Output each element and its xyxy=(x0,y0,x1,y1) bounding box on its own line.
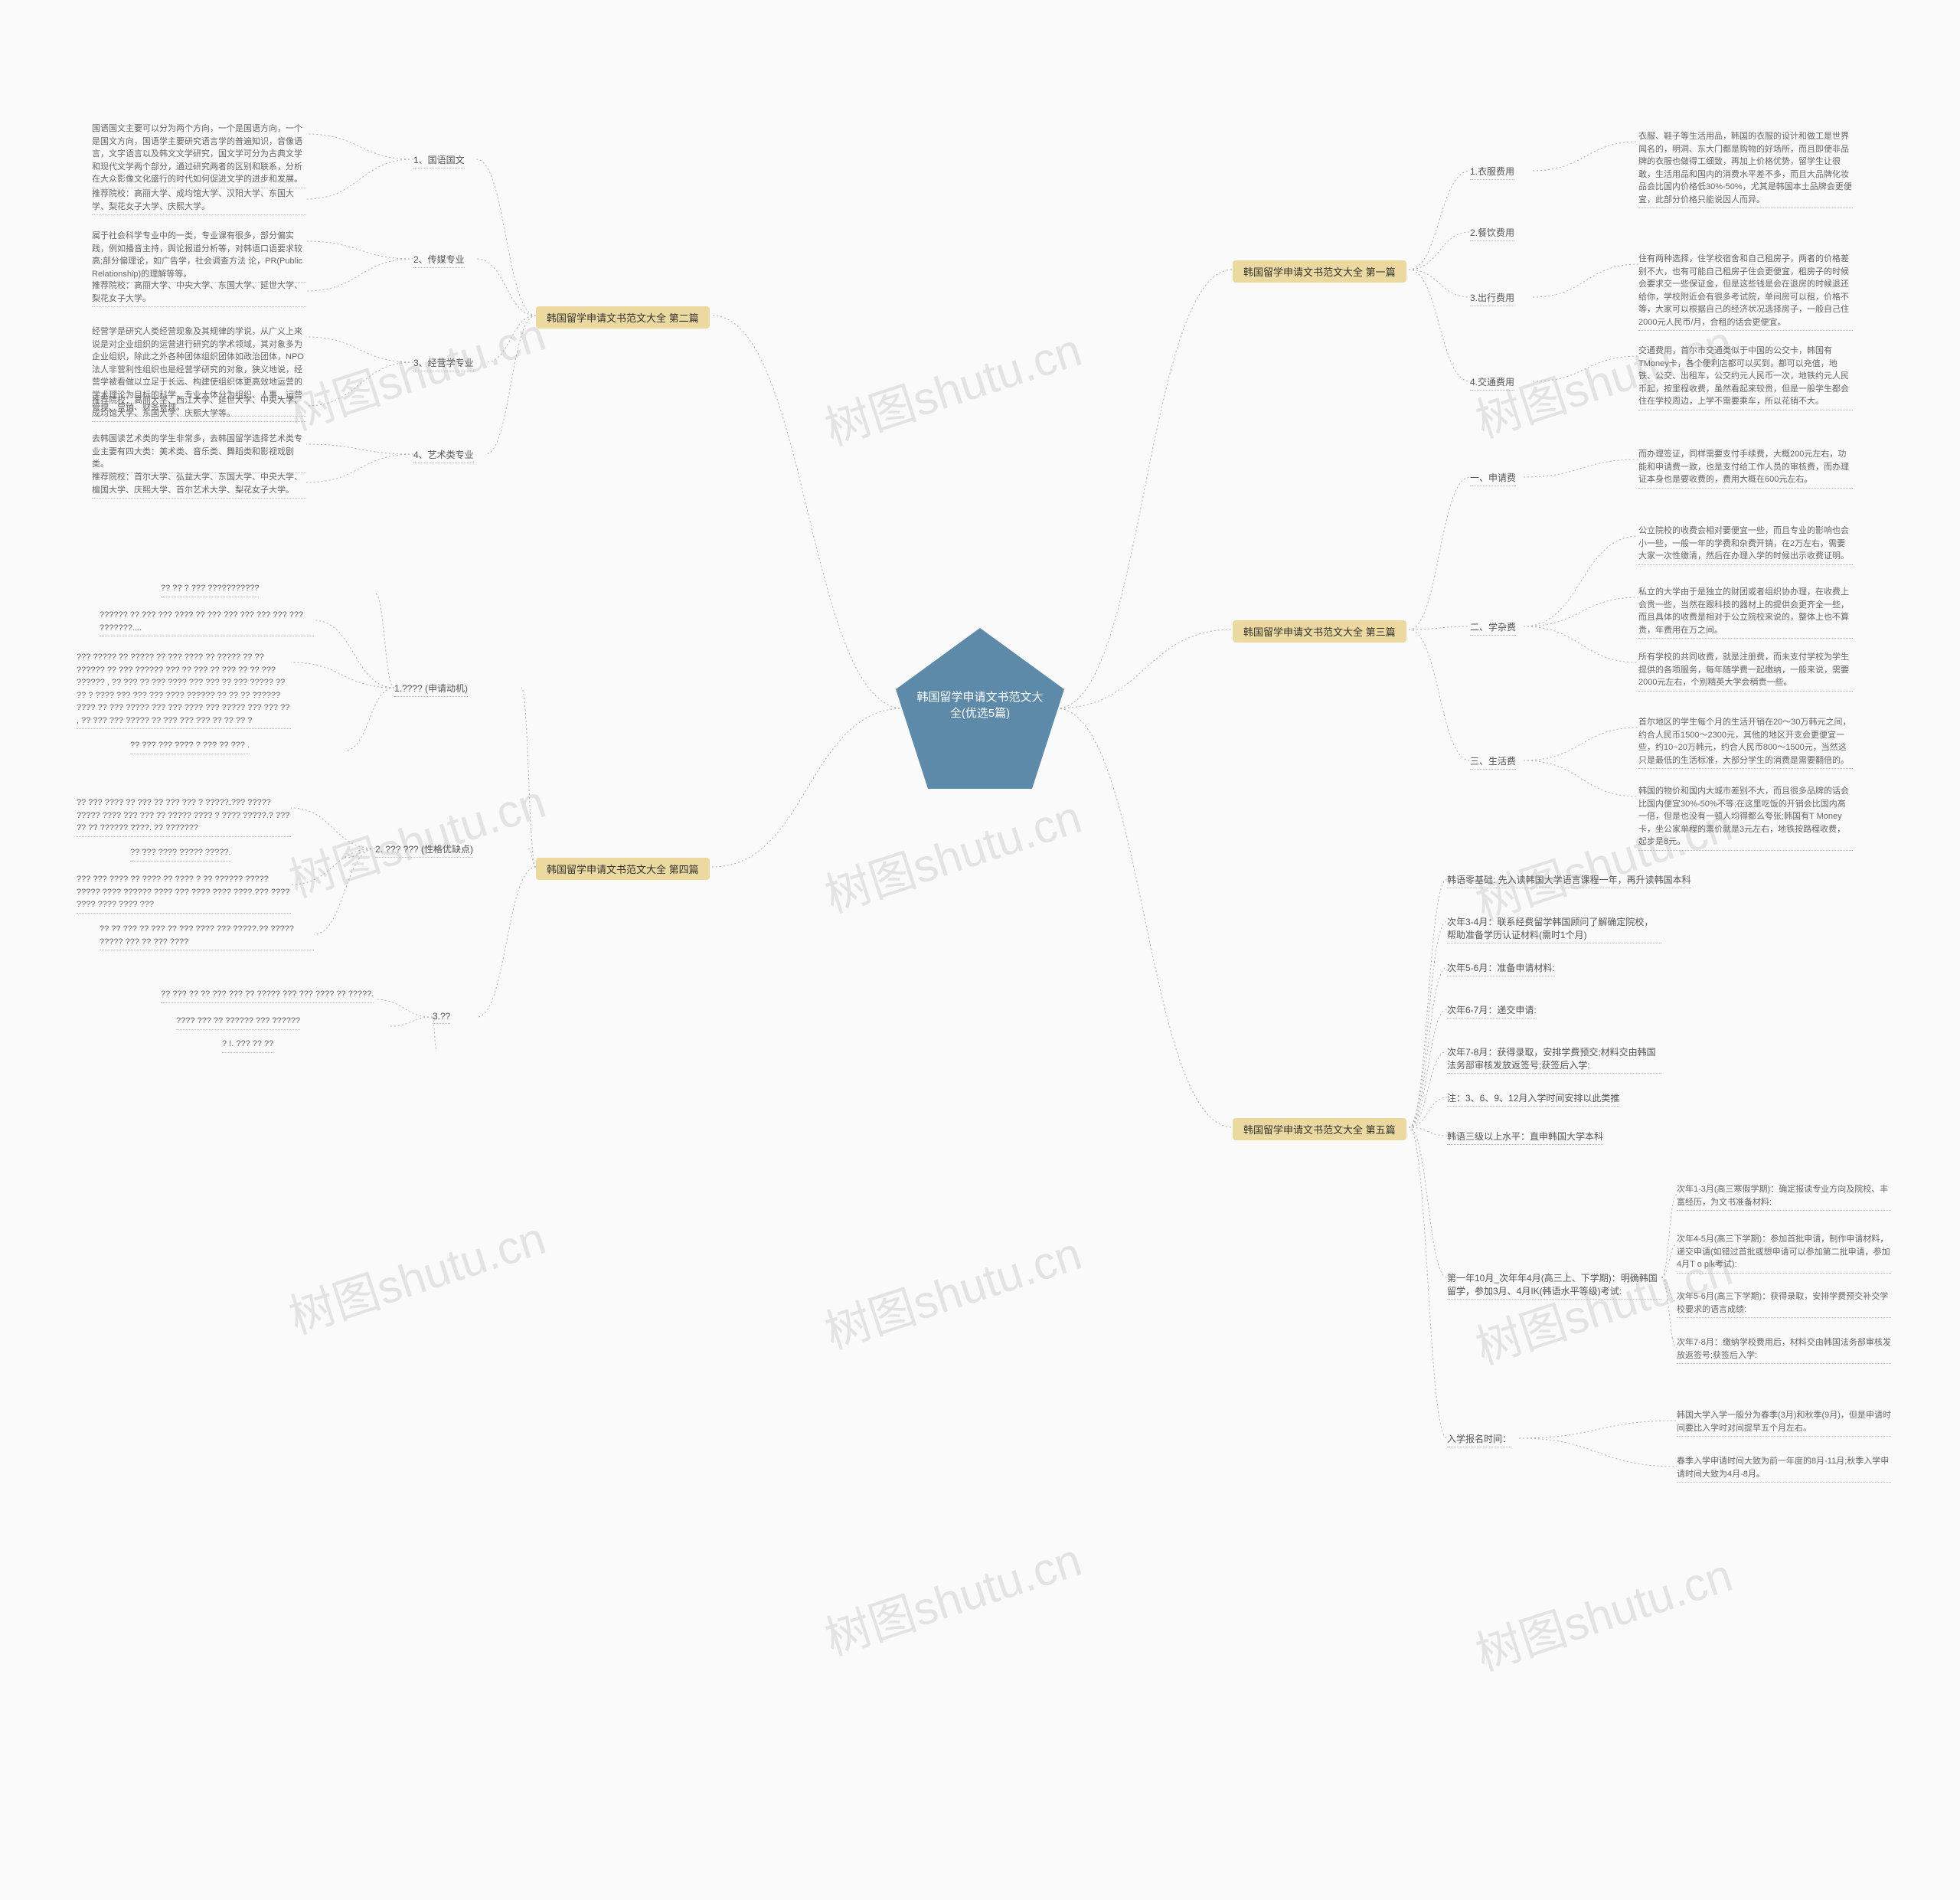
sub-node: 次年3-4月：联系经费留学韩国顾问了解确定院校，帮助准备学历认证材料(需时1个月… xyxy=(1447,915,1661,943)
leaf-node: 次年5-6月(高三下学期)：获得录取，安排学费预交补交学校要求的语言成绩: xyxy=(1677,1290,1891,1318)
leaf-node: ?? ??? ???? ?? ??? ?? ??? ??? ? ?????.??… xyxy=(77,796,291,837)
sub-node: 三、生活费 xyxy=(1470,754,1516,770)
sub-node: 第一年10月_次年年4月(高三上、下学期)：明确韩国留学，参加3月、4月IK(韩… xyxy=(1447,1271,1661,1300)
leaf-node: ? !. ??? ?? ?? xyxy=(222,1038,273,1053)
sub-node: 韩语三级以上水平：直申韩国大学本科 xyxy=(1447,1130,1603,1145)
leaf-node: ???? ??? ?? ?????? ??? ?????? xyxy=(176,1015,300,1030)
leaf-node: ?? ?? ? ??? ??????????? xyxy=(161,582,259,597)
leaf-node: ?? ??? ??? ???? ? ??? ?? ??? . xyxy=(130,739,250,754)
leaf-node: ?? ?? ??? ?? ??? ?? ??? ???? ??? ?????.?… xyxy=(100,923,314,950)
mindmap-canvas: 韩国留学申请文书范文大全(优选5篇) 树图shutu.cn 树图shutu.cn 树图… xyxy=(15,15,1945,1885)
sub-node: 4、艺术类专业 xyxy=(413,448,474,463)
leaf-node: 推荐院校：首尔大学、弘益大学、东国大学、中央大学、檀国大学、庆熙大学、首尔艺术大… xyxy=(92,471,306,499)
leaf-node: 而办理签证，同样需要支付手续费，大概200元左右，功能和申请费一致，也是支付给工… xyxy=(1638,448,1853,489)
leaf-node: 推荐院校：高丽大学、西江大学、延世大学、中央大学、成均馆大学、东国大学、庆熙大学… xyxy=(92,394,306,422)
leaf-node: 去韩国读艺术类的学生非常多，去韩国留学选择艺术类专业主要有四大类：美术类、音乐类… xyxy=(92,433,306,473)
sub-node: 2. ??? ??? (性格优缺点) xyxy=(375,842,473,858)
sub-node: 3.?? xyxy=(433,1011,450,1024)
watermark: 树图shutu.cn xyxy=(279,1202,553,1347)
leaf-node: 住有两种选择，住学校宿舍和自己租房子，两者的价格差别不大，也有可能自己租房子住会… xyxy=(1638,253,1853,331)
leaf-node: 国语国文主要可以分为两个方向，一个是国语方向，一个是国文方向，国语学主要研究语言… xyxy=(92,123,306,188)
center-title: 韩国留学申请文书范文大全(优选5篇) xyxy=(896,689,1064,721)
leaf-node: 推荐院校：高丽大学、中央大学、东国大学、延世大学、梨花女子大学。 xyxy=(92,280,306,307)
sub-node: 次年6-7月：递交申请: xyxy=(1447,1003,1537,1019)
sub-node: 入学报名时间： xyxy=(1447,1432,1511,1447)
branch-node: 韩国留学申请文书范文大全 第二篇 xyxy=(536,306,710,329)
center-node: 韩国留学申请文书范文大全(优选5篇) xyxy=(896,628,1064,789)
sub-node: 3、经营学专业 xyxy=(413,356,474,371)
branch-node: 韩国留学申请文书范文大全 第一篇 xyxy=(1233,260,1406,283)
leaf-node: 首尔地区的学生每个月的生活开销在20～30万韩元之间，约合人民币1500～230… xyxy=(1638,716,1853,769)
sub-node: 二、学杂费 xyxy=(1470,620,1516,636)
leaf-node: ??? ????? ?? ????? ?? ??? ???? ?? ????? … xyxy=(77,651,291,729)
watermark: 树图shutu.cn xyxy=(815,1217,1089,1362)
sub-node: 一、申请费 xyxy=(1470,471,1516,486)
branch-node: 韩国留学申请文书范文大全 第三篇 xyxy=(1233,620,1406,643)
leaf-node: ?? ??? ???? ????? ?????. xyxy=(130,846,231,862)
watermark: 树图shutu.cn xyxy=(279,765,553,911)
leaf-node: ?????? ?? ??? ??? ???? ?? ??? ??? ??? ??… xyxy=(100,609,314,636)
sub-node: 韩语零基础: 先入读韩国大学语言课程一年，再升读韩国本科 xyxy=(1447,873,1691,888)
leaf-node: 推荐院校：高丽大学、成均馆大学、汉阳大学、东国大学、梨花女子大学、庆熙大学。 xyxy=(92,188,306,215)
sub-node: 注：3、6、9、12月入学时间安排以此类推 xyxy=(1447,1091,1619,1107)
sub-node: 1、国语国文 xyxy=(413,153,465,168)
sub-node: 2.餐饮费用 xyxy=(1470,226,1514,241)
sub-node: 1.衣服费用 xyxy=(1470,165,1514,180)
watermark: 树图shutu.cn xyxy=(815,313,1089,459)
leaf-node: 属于社会科学专业中的一类，专业课有很多，部分偏实践，例如播音主持，舆论报道分析等… xyxy=(92,230,306,283)
leaf-node: 次年1-3月(高三寒假学期)：确定报读专业方向及院校、丰富经历，为文书准备材料: xyxy=(1677,1183,1891,1211)
sub-node: 3.出行费用 xyxy=(1470,291,1514,306)
leaf-node: 韩国大学入学一般分为春季(3月)和秋季(9月)，但是申请时间要比入学时对间提早五… xyxy=(1677,1409,1891,1437)
branch-node: 韩国留学申请文书范文大全 第五篇 xyxy=(1233,1118,1406,1140)
leaf-node: 次年7-8月：缴纳学校费用后，材料交由韩国法务部审核发放返签号;获签后入学: xyxy=(1677,1336,1891,1364)
sub-node: 2、传媒专业 xyxy=(413,253,465,268)
branch-node: 韩国留学申请文书范文大全 第四篇 xyxy=(536,858,710,880)
leaf-node: ?? ??? ?? ?? ??? ??? ?? ????? ??? ??? ??… xyxy=(161,988,374,1003)
watermark: 树图shutu.cn xyxy=(815,1523,1089,1669)
sub-node: 次年5-6月：准备申请材料: xyxy=(1447,961,1555,976)
leaf-node: 所有学校的共同收费，就是注册费，而未支付学校为学生提供的各项服务，每年随学费一起… xyxy=(1638,651,1853,692)
sub-node: 次年7-8月：获得录取，安排学费预交;材料交由韩国法务部审核发放返签号;获签后入… xyxy=(1447,1045,1661,1074)
sub-node: 4.交通费用 xyxy=(1470,375,1514,391)
leaf-node: ??? ??? ???? ?? ???? ?? ???? ? ?? ??????… xyxy=(77,873,291,914)
leaf-node: 韩国的物价和国内大城市差别不大，而且很多品牌的话会比国内便宜30%-50%不等;… xyxy=(1638,785,1853,851)
leaf-node: 公立院校的收费会相对要便宜一些，而且专业的影响也会小一些，一般一年的学费和杂费开… xyxy=(1638,525,1853,565)
leaf-node: 衣服、鞋子等生活用品，韩国的衣服的设计和做工是世界闻名的，明洞、东大门都是购物的… xyxy=(1638,130,1853,208)
leaf-node: 春季入学申请时间大致为前一年度的8月-11月;秋季入学申请时间大致为4月-8月。 xyxy=(1677,1455,1891,1483)
leaf-node: 交通费用，首尔市交通类似于中国的公交卡，韩国有TMoney卡，各个便利店都可以买… xyxy=(1638,345,1853,410)
leaf-node: 私立的大学由于是独立的财团或者组织协办理，在收费上会贵一些，当然在跟科技的器材上… xyxy=(1638,586,1853,639)
watermark: 树图shutu.cn xyxy=(815,780,1089,926)
leaf-node: 次年4-5月(高三下学期)：参加首批申请，制作申请材料，递交申请(如错过首批或想… xyxy=(1677,1233,1891,1274)
watermark: 树图shutu.cn xyxy=(1466,1539,1740,1684)
sub-node: 1.???? (申请动机) xyxy=(394,682,468,697)
